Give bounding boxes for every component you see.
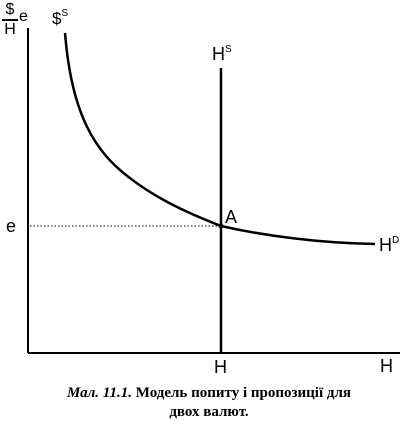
equilibrium-point-a [218,223,224,229]
h-tick-label: H [214,357,227,377]
hd-label-sup: D [392,235,400,246]
y-axis-label-denominator: H [4,20,16,38]
caption-text-line2: двох валют. [169,404,249,420]
fraction-bar [2,19,18,21]
y-axis-label-suffix: e [19,8,28,25]
x-axis-label: H [380,356,393,376]
e-tick-label: e [6,216,17,236]
hd-label: HD [379,235,400,255]
hs-label: HS [212,44,232,64]
h-demand-curve [220,224,376,246]
point-a-label: A [225,207,238,227]
y-axis-label-numerator: $ [5,1,15,18]
hs-label-main: H [212,44,225,64]
dollar-supply-curve [63,32,222,228]
caption-text-line1: Модель попиту і пропозиції для [135,385,352,401]
hs-label-sup: S [225,44,232,55]
dollar-supply-label-main: $ [52,9,62,28]
dollar-supply-label-sup: S [61,8,69,19]
dollar-supply-label: $S [52,8,69,28]
hd-label-main: H [379,235,392,255]
y-axis-label: $ H [2,2,18,38]
caption-number: Мал. 11.1. [66,385,132,401]
figure-caption: Мал. 11.1. Модель попиту і пропозиції дл… [0,384,418,422]
